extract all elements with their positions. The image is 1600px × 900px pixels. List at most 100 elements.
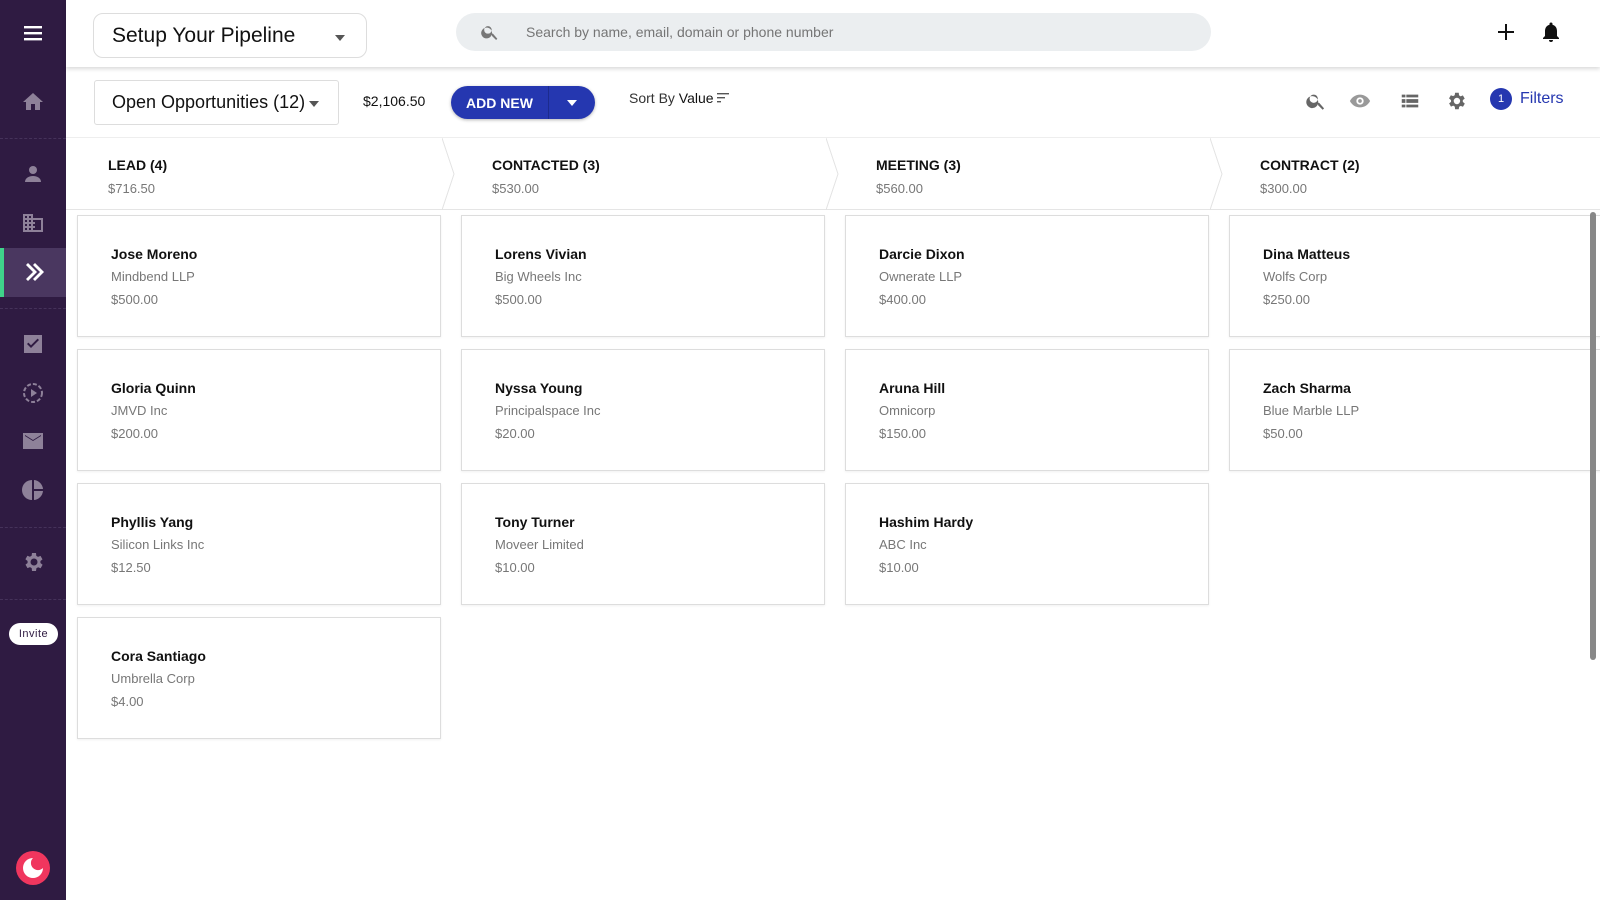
- deal-amount: $500.00: [495, 292, 542, 307]
- deal-card[interactable]: Lorens Vivian Big Wheels Inc $500.00: [461, 215, 825, 337]
- settings-icon[interactable]: [1442, 87, 1470, 115]
- column-total: $530.00: [492, 181, 539, 196]
- scrollbar[interactable]: [1590, 212, 1596, 660]
- app-logo[interactable]: [16, 851, 50, 885]
- contact-name: Gloria Quinn: [111, 380, 196, 396]
- divider: [0, 308, 66, 309]
- company-name: Principalspace Inc: [495, 403, 601, 418]
- contact-name: Aruna Hill: [879, 380, 946, 396]
- column-title: MEETING (3): [876, 157, 961, 173]
- mail-icon[interactable]: [0, 421, 66, 461]
- building-icon[interactable]: [0, 203, 66, 243]
- settings-icon[interactable]: [0, 542, 66, 582]
- column-total: $560.00: [876, 181, 923, 196]
- list-view-icon[interactable]: [1396, 87, 1424, 115]
- company-name: ABC Inc: [879, 537, 927, 552]
- company-name: Omnicorp: [879, 403, 936, 418]
- tasks-icon[interactable]: [0, 324, 66, 364]
- add-new-label: ADD NEW: [466, 94, 533, 111]
- add-new-button[interactable]: ADD NEW: [451, 86, 595, 119]
- deal-amount: $50.00: [1263, 426, 1303, 441]
- pipeline-select-label: Setup Your Pipeline: [112, 23, 296, 47]
- deal-amount: $400.00: [879, 292, 926, 307]
- contact-name: Zach Sharma: [1263, 380, 1351, 396]
- contact-name: Phyllis Yang: [111, 514, 194, 530]
- deal-card[interactable]: Hashim Hardy ABC Inc $10.00: [845, 483, 1209, 605]
- deal-amount: $10.00: [495, 560, 535, 575]
- stage-chevron: [1209, 137, 1226, 211]
- sort-value: Value: [678, 90, 714, 106]
- search-icon[interactable]: [1302, 87, 1330, 115]
- contact-name: Lorens Vivian: [495, 246, 587, 262]
- column-title: LEAD (4): [108, 157, 168, 173]
- chevron-down-icon: [309, 101, 319, 107]
- person-icon[interactable]: [0, 154, 66, 194]
- contact-name: Nyssa Young: [495, 380, 583, 396]
- deal-card[interactable]: Zach Sharma Blue Marble LLP $50.00: [1229, 349, 1600, 471]
- chevron-down-icon: [567, 100, 577, 106]
- reports-icon[interactable]: [0, 470, 66, 510]
- column-title: CONTACTED (3): [492, 157, 600, 173]
- deal-card[interactable]: Aruna Hill Omnicorp $150.00: [845, 349, 1209, 471]
- home-icon[interactable]: [0, 82, 66, 122]
- search-bar[interactable]: [456, 13, 1211, 51]
- bell-icon[interactable]: [1539, 20, 1563, 49]
- contact-name: Hashim Hardy: [879, 514, 974, 530]
- filter-count-badge: 1: [1490, 88, 1512, 110]
- chevron-down-icon: [335, 35, 345, 41]
- deal-card[interactable]: Nyssa Young Principalspace Inc $20.00: [461, 349, 825, 471]
- filters-button[interactable]: 1 Filters: [1490, 88, 1564, 110]
- company-name: JMVD Inc: [111, 403, 168, 418]
- deal-amount: $500.00: [111, 292, 158, 307]
- pipeline-total: $2,106.50: [363, 93, 426, 109]
- contact-name: Dina Matteus: [1263, 246, 1351, 262]
- deal-card[interactable]: Gloria Quinn JMVD Inc $200.00: [77, 349, 441, 471]
- deal-card[interactable]: Dina Matteus Wolfs Corp $250.00: [1229, 215, 1600, 337]
- eye-icon[interactable]: [1346, 87, 1374, 115]
- sort-icon: [717, 93, 730, 103]
- view-select-label: Open Opportunities (12): [112, 92, 306, 112]
- search-icon: [481, 26, 498, 40]
- activity-icon[interactable]: [0, 373, 66, 413]
- deal-card[interactable]: Tony Turner Moveer Limited $10.00: [461, 483, 825, 605]
- invite-button[interactable]: Invite: [9, 623, 58, 645]
- company-name: Ownerate LLP: [879, 269, 963, 284]
- view-select[interactable]: Open Opportunities (12): [94, 80, 339, 125]
- stage-chevron: [441, 137, 458, 211]
- column-header: CONTRACT (2) $300.00: [1218, 138, 1600, 210]
- deal-card[interactable]: Darcie Dixon Ownerate LLP $400.00: [845, 215, 1209, 337]
- contact-name: Darcie Dixon: [879, 246, 965, 262]
- column-header: MEETING (3) $560.00: [834, 138, 1218, 210]
- contact-name: Jose Moreno: [111, 246, 198, 262]
- add-icon[interactable]: [1494, 20, 1518, 49]
- sort-by-control[interactable]: Sort By Value: [629, 90, 730, 106]
- column-header: LEAD (4) $716.50: [66, 138, 450, 210]
- stage-chevron: [825, 137, 842, 211]
- deal-card[interactable]: Jose Moreno Mindbend LLP $500.00: [77, 215, 441, 337]
- company-name: Wolfs Corp: [1263, 269, 1328, 284]
- sidebar: Invite: [0, 0, 66, 900]
- deal-amount: $200.00: [111, 426, 158, 441]
- deal-amount: $250.00: [1263, 292, 1310, 307]
- menu-icon[interactable]: [0, 13, 66, 53]
- deal-amount: $10.00: [879, 560, 919, 575]
- toolbar: Open Opportunities (12) $2,106.50 ADD NE…: [66, 67, 1600, 138]
- contact-name: Tony Turner: [495, 514, 575, 530]
- deal-amount: $12.50: [111, 560, 151, 575]
- deal-amount: $150.00: [879, 426, 926, 441]
- pipeline-select[interactable]: Setup Your Pipeline: [93, 13, 367, 58]
- add-new-dropdown[interactable]: [548, 86, 595, 119]
- column-total: $300.00: [1260, 181, 1307, 196]
- company-name: Silicon Links Inc: [111, 537, 205, 552]
- search-input[interactable]: [526, 24, 1126, 40]
- column-title: CONTRACT (2): [1260, 157, 1360, 173]
- company-name: Blue Marble LLP: [1263, 403, 1360, 418]
- filters-label: Filters: [1520, 90, 1564, 107]
- pipeline-icon[interactable]: [0, 252, 66, 292]
- company-name: Umbrella Corp: [111, 671, 195, 686]
- deal-card[interactable]: Phyllis Yang Silicon Links Inc $12.50: [77, 483, 441, 605]
- topbar: Setup Your Pipeline: [66, 0, 1600, 67]
- deal-card[interactable]: Cora Santiago Umbrella Corp $4.00: [77, 617, 441, 739]
- company-name: Big Wheels Inc: [495, 269, 582, 284]
- divider: [0, 527, 66, 528]
